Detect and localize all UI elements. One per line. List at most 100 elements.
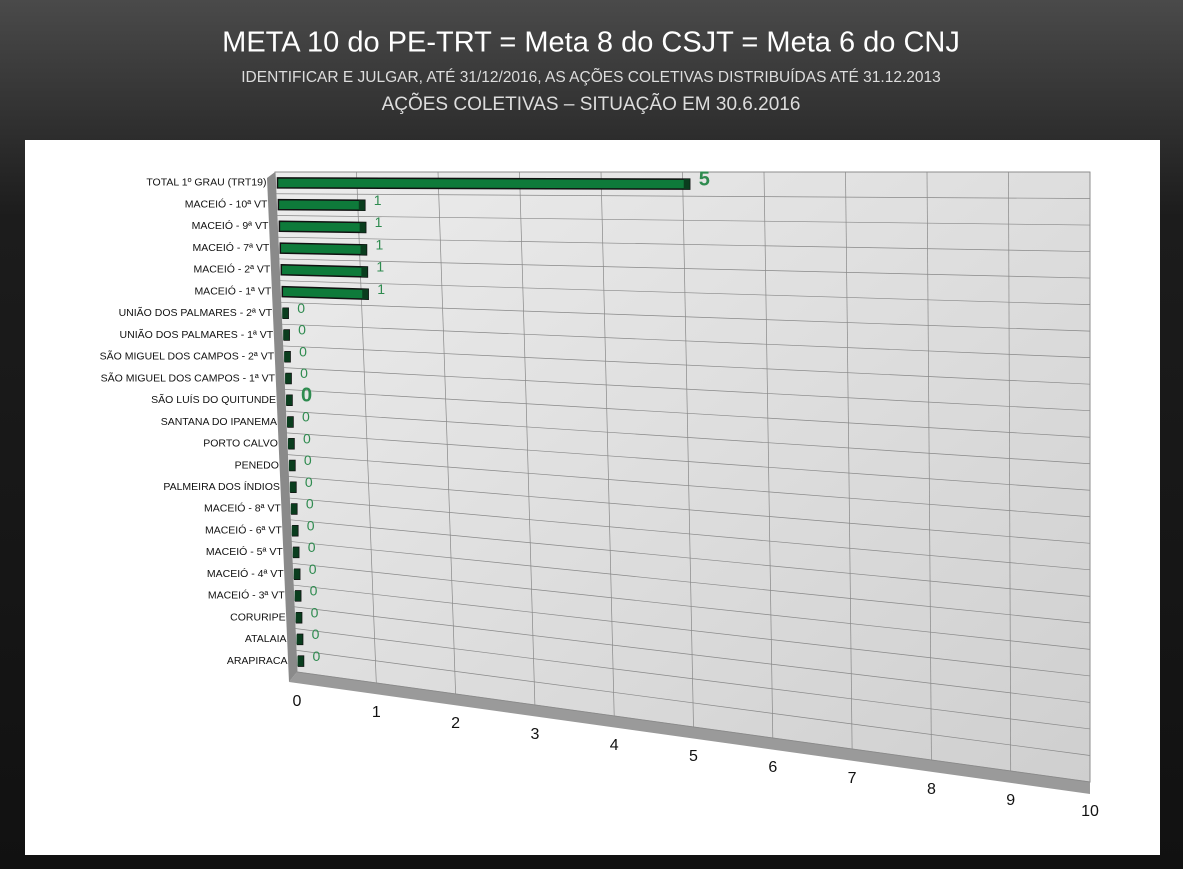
y-tick-label: MACEIÓ - 2ª VT (193, 263, 270, 276)
y-tick-label: MACEIÓ - 9ª VT (192, 219, 269, 232)
y-tick-label: UNIÃO DOS PALMARES - 1ª VT (120, 328, 274, 341)
x-tick-label: 0 (293, 693, 302, 710)
bar-end (295, 612, 302, 623)
subtitle: AÇÕES COLETIVAS – SITUAÇÃO EM 30.6.2016 (382, 93, 801, 115)
y-tick-label: MACEIÓ - 1ª VT (194, 284, 271, 297)
bar-end (292, 547, 299, 558)
x-tick-label: 1 (372, 704, 381, 721)
data-label: 0 (301, 385, 312, 407)
bar (279, 242, 368, 256)
bar-end (293, 569, 300, 580)
data-label: 1 (376, 259, 384, 275)
grid-line (763, 171, 774, 739)
bar-end (288, 460, 295, 471)
x-tick-label: 6 (768, 759, 777, 776)
y-tick-label: ARAPIRACA (227, 655, 288, 667)
data-label: 0 (302, 409, 310, 425)
grid-line (600, 171, 615, 717)
y-tick-label: ATALAIA (245, 633, 287, 645)
grid-line (926, 171, 932, 761)
y-tick-label: MACEIÓ - 8ª VT (204, 502, 281, 515)
bar-end (287, 417, 293, 427)
data-label: 0 (305, 474, 313, 490)
x-tick-label: 2 (451, 715, 460, 732)
data-label: 0 (310, 583, 318, 599)
y-tick-label: SANTANA DO IPANEMA (161, 416, 277, 428)
bar-end (362, 289, 369, 300)
bar-end (284, 351, 291, 362)
data-label: 0 (309, 561, 317, 577)
data-label: 0 (312, 626, 320, 642)
bar-end (287, 438, 294, 449)
bar-end (361, 266, 368, 277)
y-tick-label: MACEIÓ - 10ª VT (185, 197, 268, 210)
data-label: 1 (376, 236, 384, 252)
x-tick-label: 4 (610, 737, 619, 754)
bar (277, 198, 366, 212)
title: META 10 do PE-TRT = Meta 8 do CSJT = Met… (222, 27, 960, 59)
x-tick-label: 7 (848, 770, 857, 787)
bar-end (290, 503, 297, 514)
data-label: 0 (300, 365, 308, 381)
y-tick-label: SÃO MIGUEL DOS CAMPOS - 2ª VT (100, 350, 275, 363)
bar-end (286, 395, 293, 406)
bar-end (296, 634, 303, 645)
bar-end (297, 656, 304, 667)
grid-line (356, 171, 377, 684)
y-tick-label: PALMEIRA DOS ÍNDIOS (163, 480, 280, 493)
y-tick-label: CORURIPE (230, 611, 285, 623)
data-label: 0 (308, 539, 316, 555)
bar-end (294, 590, 301, 601)
bar-end (289, 482, 296, 493)
data-label: 0 (299, 343, 307, 359)
y-tick-label: MACEIÓ - 4ª VT (207, 567, 284, 580)
x-tick-label: 5 (689, 748, 698, 765)
y-tick-label: PORTO CALVO (203, 438, 278, 450)
grid-line (682, 171, 694, 728)
bar-end (359, 222, 366, 233)
y-tick-label: PENEDO (235, 459, 279, 471)
axis-wall (289, 672, 1090, 794)
bar-end (358, 200, 365, 211)
y-tick-label: SÃO MIGUEL DOS CAMPOS - 1ª VT (101, 371, 276, 384)
grid-line (519, 171, 536, 706)
y-tick-label: MACEIÓ - 3ª VT (208, 589, 285, 602)
data-label: 0 (307, 517, 315, 533)
bar-end (360, 244, 367, 255)
x-tick-label: 10 (1081, 803, 1099, 820)
data-label: 1 (374, 192, 382, 208)
y-tick-label: SÃO LUÍS DO QUITUNDE (151, 393, 276, 406)
data-label: 5 (699, 168, 710, 190)
axis-wall (267, 172, 297, 682)
bar-end (291, 525, 298, 536)
y-tick-label: UNIÃO DOS PALMARES - 2ª VT (119, 306, 273, 319)
bar-end (285, 373, 292, 384)
subtitle: IDENTIFICAR E JULGAR, ATÉ 31/12/2016, AS… (241, 69, 941, 86)
x-tick-label: 9 (1006, 792, 1015, 809)
grid-line (845, 171, 853, 750)
data-label: 0 (304, 452, 312, 468)
data-label: 0 (298, 322, 306, 338)
bar-end (282, 308, 289, 319)
bar (278, 220, 367, 234)
data-label: 1 (377, 281, 385, 297)
grid-line (437, 171, 456, 695)
grid-line (1008, 171, 1012, 772)
y-tick-label: MACEIÓ - 6ª VT (205, 523, 282, 536)
bar-end (283, 330, 290, 341)
data-label: 0 (303, 430, 311, 446)
data-label: 1 (375, 214, 383, 230)
x-tick-label: 8 (927, 781, 936, 798)
bar (276, 177, 691, 190)
bar-end (683, 179, 690, 190)
data-label: 0 (297, 300, 305, 316)
y-tick-label: MACEIÓ - 5ª VT (206, 545, 283, 558)
x-tick-label: 3 (530, 726, 539, 743)
grid-line (274, 171, 298, 673)
y-tick-label: TOTAL 1º GRAU (TRT19) (146, 177, 266, 189)
data-label: 0 (313, 648, 321, 664)
data-label: 0 (311, 604, 319, 620)
bar (280, 264, 369, 278)
